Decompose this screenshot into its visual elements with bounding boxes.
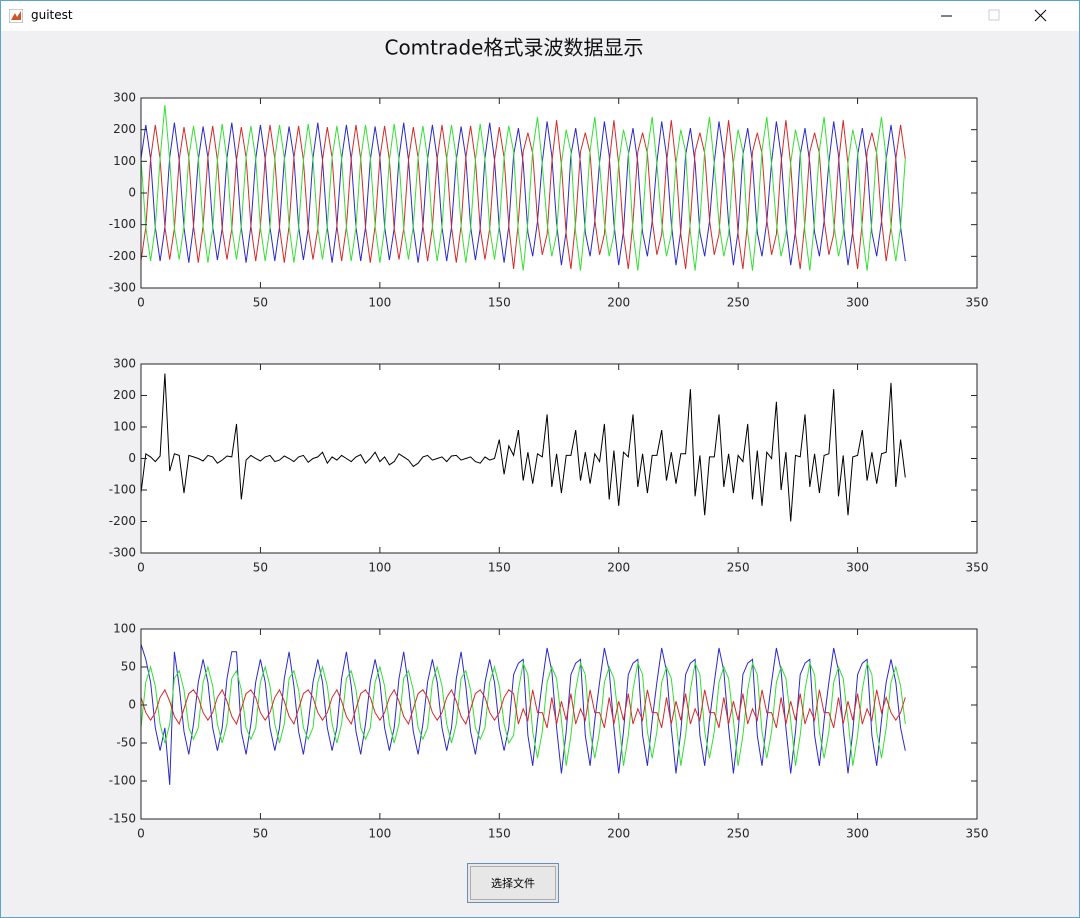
x-tick-label: 200: [607, 561, 630, 575]
y-tick-label: -100: [109, 774, 136, 788]
series-line: [141, 688, 906, 728]
window-controls: [941, 9, 1047, 22]
y-tick-label: -150: [109, 812, 136, 826]
y-tick-label: -100: [109, 217, 136, 231]
x-tick-label: 50: [253, 827, 268, 841]
select-file-button[interactable]: 选择文件: [467, 863, 559, 903]
data-layer: [141, 373, 906, 522]
x-tick-label: 150: [488, 561, 511, 575]
axes: 0 50 100 150 200 250 300 350 -150 -100 -50 0 50 100: [109, 622, 989, 841]
y-tick-label: 300: [113, 91, 136, 105]
series-line: [141, 120, 906, 270]
x-tick-label: 50: [253, 561, 268, 575]
x-tick-label: 250: [727, 827, 750, 841]
series-line: [141, 661, 906, 766]
series-line: [141, 121, 906, 266]
x-tick-label: 250: [727, 561, 750, 575]
y-tick-label: 100: [113, 154, 136, 168]
maximize-button[interactable]: [988, 9, 1000, 21]
axes: 0 50 100 150 200 250 300 350 -300 -200 -100 0 100 200…: [109, 91, 989, 310]
x-tick-label: 350: [966, 561, 989, 575]
x-tick-label: 300: [846, 827, 869, 841]
data-layer: [141, 104, 906, 271]
x-tick-label: 100: [368, 296, 391, 310]
data-layer: [141, 644, 906, 785]
y-tick-label: -300: [109, 546, 136, 560]
y-tick-label: -300: [109, 281, 136, 295]
x-tick-label: 100: [368, 561, 391, 575]
plot-area: [141, 364, 977, 553]
y-tick-label: -200: [109, 514, 136, 528]
y-tick-label: 200: [113, 388, 136, 402]
x-tick-label: 350: [966, 827, 989, 841]
y-tick-label: 0: [128, 186, 136, 200]
y-tick-label: 50: [121, 660, 136, 674]
x-tick-label: 250: [727, 296, 750, 310]
series-line: [141, 104, 906, 271]
y-tick-label: 0: [128, 698, 136, 712]
x-tick-label: 100: [368, 827, 391, 841]
series-line: [141, 373, 906, 522]
y-tick-label: 0: [128, 451, 136, 465]
plot-area: [141, 629, 977, 819]
x-tick-label: 300: [846, 561, 869, 575]
x-tick-label: 0: [137, 827, 145, 841]
x-tick-label: 200: [607, 827, 630, 841]
axes-box: [140, 628, 978, 820]
axes: 0 50 100 150 200 250 300 350 -300 -200 -100 0 100 200…: [109, 357, 989, 575]
y-tick-label: 200: [113, 122, 136, 136]
window-title: guitest: [31, 8, 73, 22]
title-bar: guitest: [1, 1, 1079, 31]
y-tick-label: 100: [113, 420, 136, 434]
figure-title: Comtrade格式录波数据显示: [384, 36, 643, 60]
x-tick-label: 150: [488, 296, 511, 310]
close-button[interactable]: [1034, 9, 1047, 22]
y-tick-label: -200: [109, 249, 136, 263]
y-tick-label: -50: [116, 736, 136, 750]
figure: Comtrade格式录波数据显示 0 50 100 150 200 250 300 350 -3…: [109, 36, 989, 841]
y-tick-label: 100: [113, 622, 136, 636]
x-tick-label: 200: [607, 296, 630, 310]
x-tick-label: 150: [488, 827, 511, 841]
y-tick-label: -100: [109, 483, 136, 497]
x-tick-label: 300: [846, 296, 869, 310]
y-tick-label: 300: [113, 357, 136, 371]
x-tick-label: 0: [137, 296, 145, 310]
x-tick-label: 0: [137, 561, 145, 575]
x-tick-label: 50: [253, 296, 268, 310]
x-tick-label: 350: [966, 296, 989, 310]
app-icon: [9, 9, 23, 23]
series-line: [141, 644, 906, 785]
